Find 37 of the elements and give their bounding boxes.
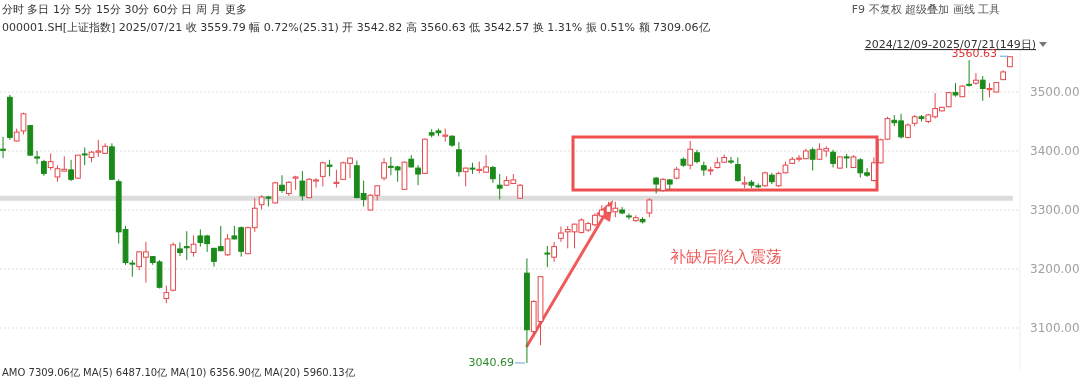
candlestick (183, 230, 190, 261)
candlestick (75, 154, 81, 180)
candlestick (279, 174, 285, 194)
annotation: AMO 7309.06亿 MA(5) 6487.10亿 MA(10) 6356.90亿 MA(20) 5960.13亿 (2, 367, 355, 378)
y-tick-label: 3500.00 (1030, 84, 1080, 99)
y-tick-label: 3300.00 (1030, 202, 1080, 217)
candlestick (734, 156, 741, 183)
annotation: 补缺后陷入震荡 (670, 247, 782, 266)
candlestick (544, 245, 551, 268)
candlestick (496, 173, 503, 200)
candlestick (728, 156, 734, 165)
y-tick-label: 3200.00 (1030, 261, 1080, 276)
candlestick (68, 159, 74, 182)
y-tick-label: 3400.00 (1030, 143, 1080, 158)
candlestick (979, 75, 986, 102)
candlestick (687, 140, 694, 170)
candlestick (0, 136, 6, 159)
chart-title: 000001.SH[上证指数] 2025/07/21 收 3559.79 幅 0.72%(25.31) 开 3542.82 高 3560.63 低 3542.57 换 1.31% 振 0.51% 额 7309.06亿 (2, 21, 710, 34)
text: F9 不复权 超级叠加 画线 工具 (851, 3, 1000, 16)
candlestick (190, 234, 197, 258)
candlestick (973, 72, 979, 86)
candlestick (319, 161, 326, 187)
candlestick (456, 141, 462, 177)
candlestick (809, 146, 816, 171)
annotation: 3040.69 (468, 355, 514, 369)
text: 分时 多日 1分 5分 15分 30分 60分 日 周 月 更多 (2, 3, 247, 16)
candlestick (299, 170, 306, 202)
candlestick (34, 150, 40, 165)
candlestick (224, 233, 231, 257)
candlestick (558, 226, 564, 243)
y-tick-label: 3100.00 (1030, 320, 1080, 335)
candlestick (462, 167, 469, 187)
candlestick (551, 241, 557, 263)
candlestick (966, 59, 972, 88)
candlestick (381, 157, 387, 181)
candlestick (646, 197, 653, 218)
candlestick (177, 241, 183, 257)
